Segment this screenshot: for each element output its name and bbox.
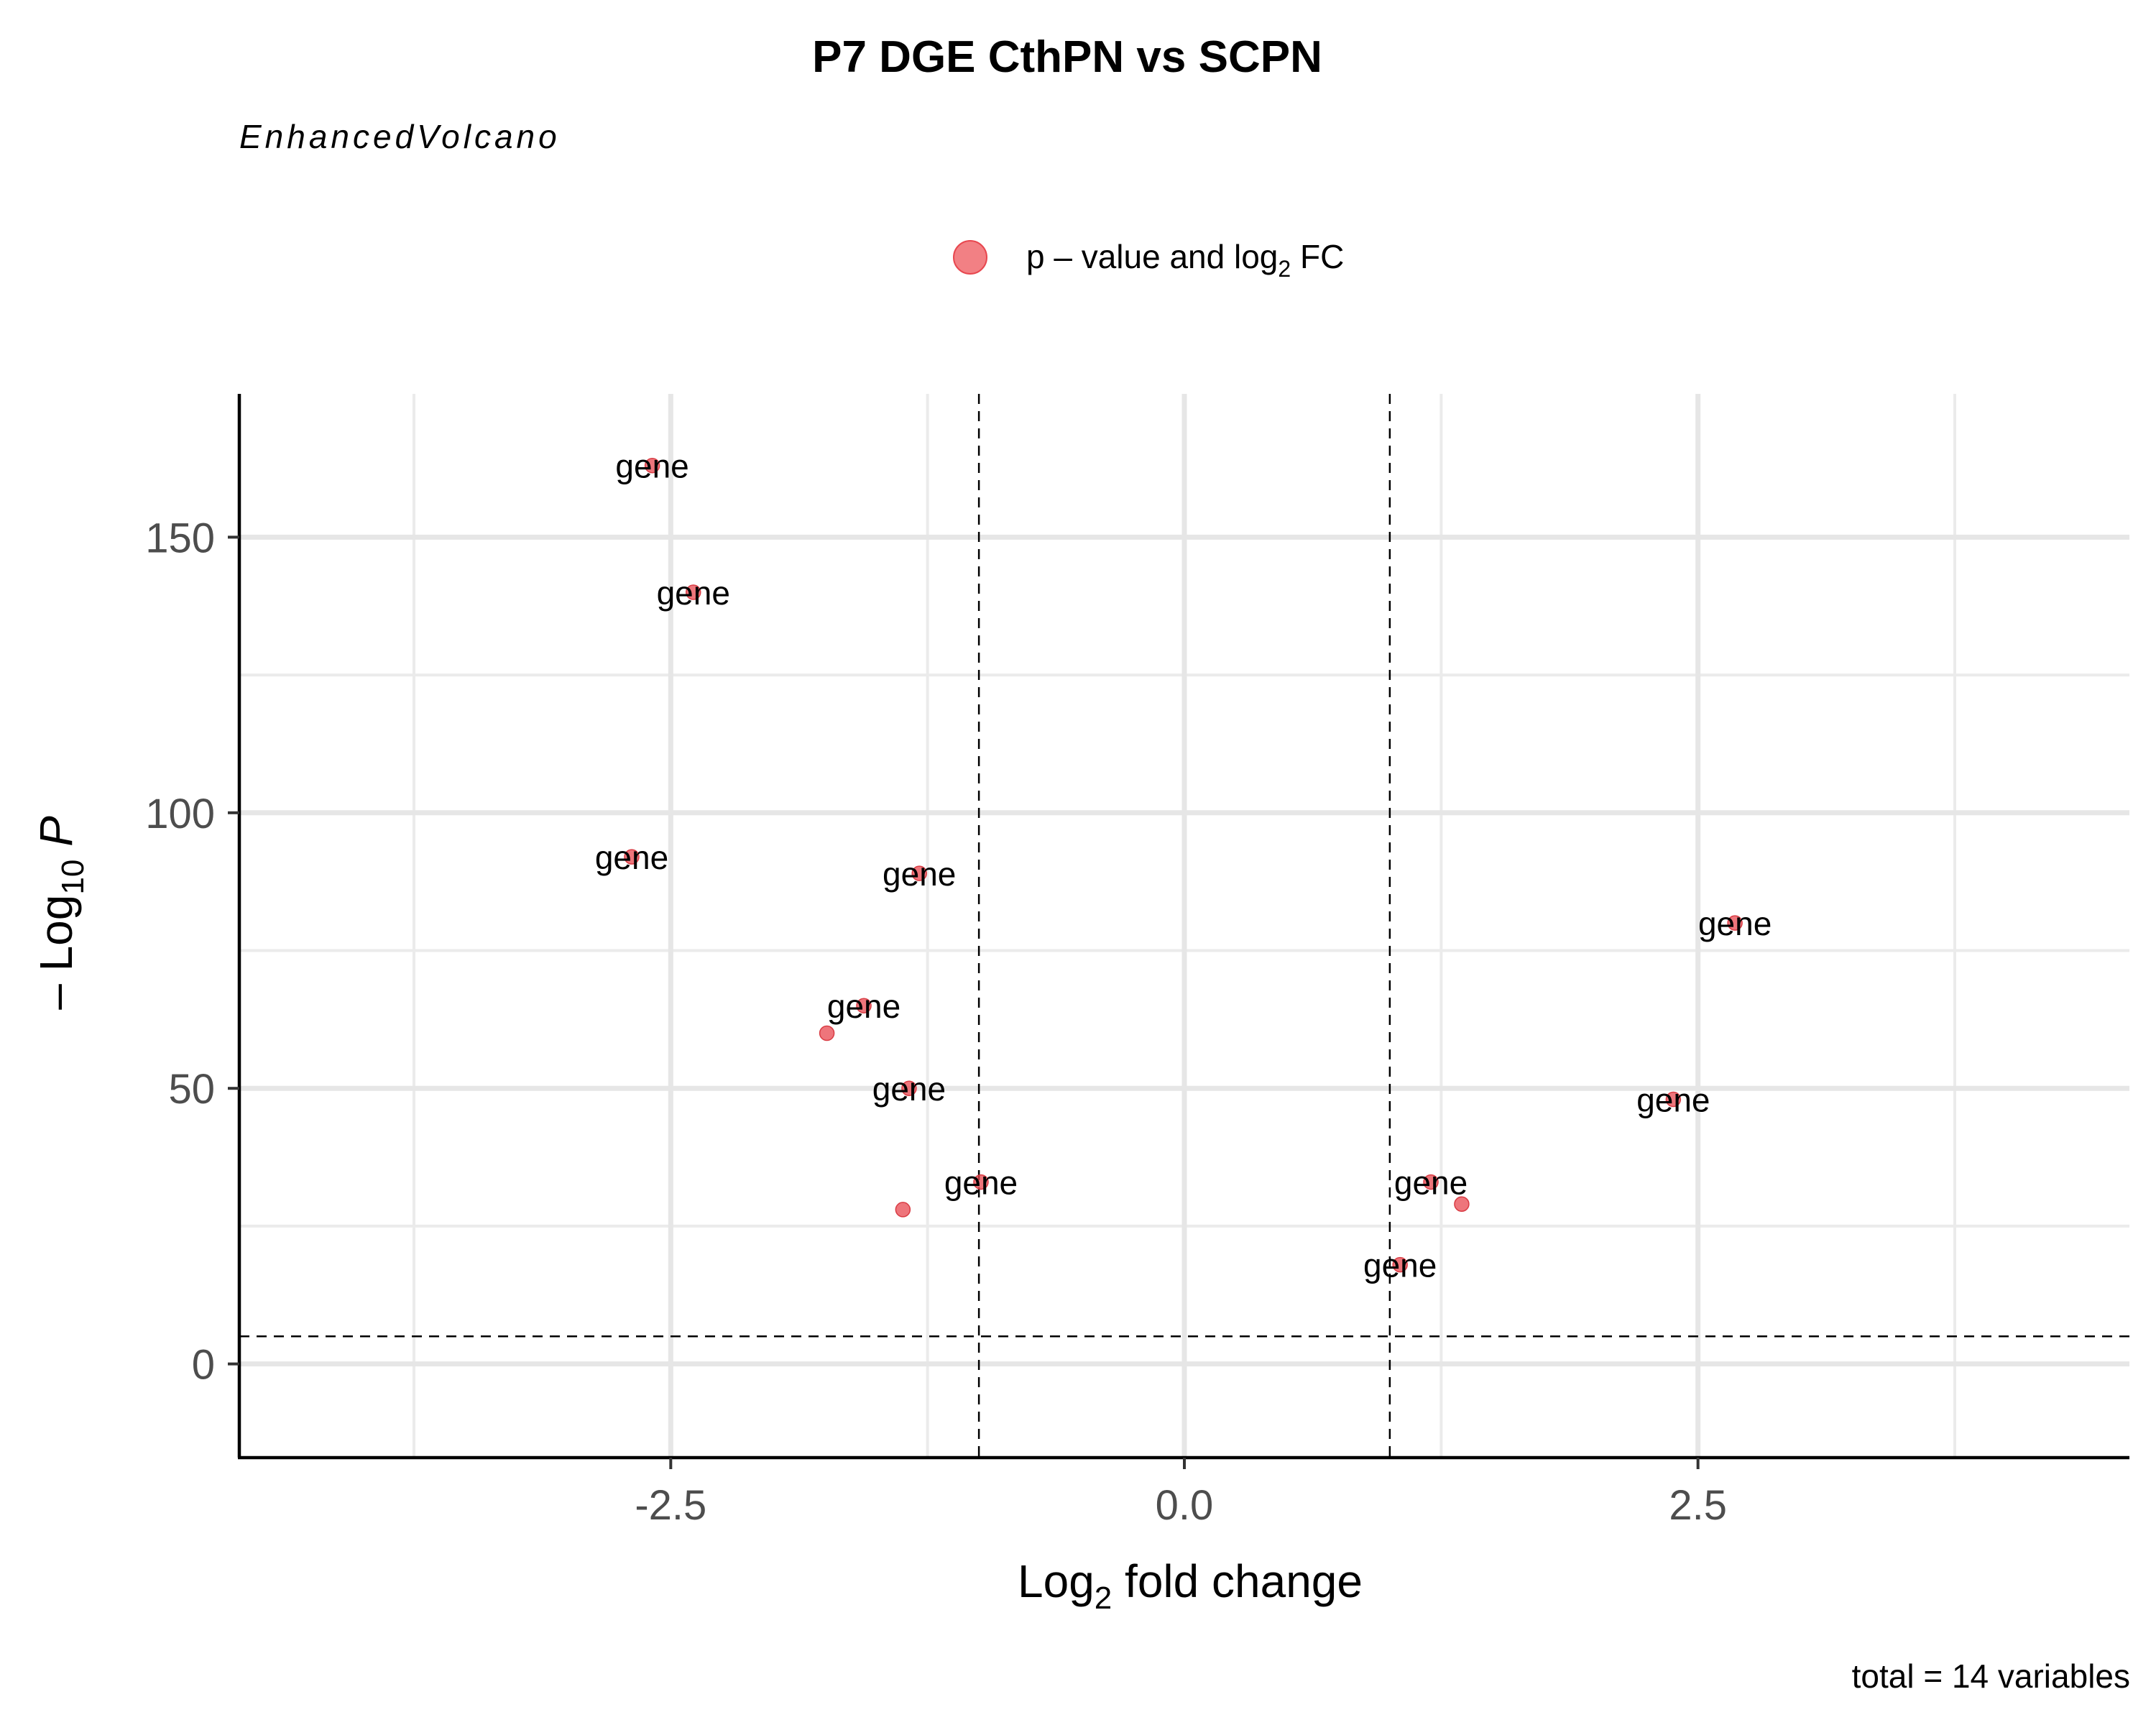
y-axis-title-sub: 10 — [55, 860, 91, 895]
data-point — [624, 849, 640, 865]
data-point — [1727, 915, 1743, 931]
y-axis-title-suffix: P — [30, 816, 82, 860]
y-tick-label: 100 — [145, 791, 215, 837]
y-axis-title: – Log10 P — [30, 816, 91, 1010]
gene-label: gene — [1698, 905, 1772, 942]
legend-label-prefix: p – value and log — [1026, 238, 1278, 275]
caption: total = 14 variables — [1852, 1657, 2130, 1695]
gene-label: gene — [872, 1070, 946, 1108]
data-point — [856, 998, 872, 1013]
gene-label: gene — [1636, 1082, 1710, 1119]
legend-key — [953, 240, 987, 275]
y-tick-label: 0 — [192, 1342, 215, 1389]
point-labels: gene gene gene gene gene gene gene gene gene gene… — [595, 448, 1772, 1284]
data-point — [1665, 1091, 1682, 1108]
x-axis-title-prefix: Log — [1018, 1555, 1095, 1607]
gene-label: gene — [1394, 1164, 1468, 1202]
gene-label: gene — [1363, 1247, 1437, 1284]
legend-label: p – value and log2 FC — [1026, 238, 1344, 282]
x-axis-title: Log2 fold change — [1018, 1555, 1363, 1616]
data-point — [895, 1202, 911, 1218]
data-point — [973, 1174, 989, 1190]
y-axis-title-prefix: – Log — [30, 895, 82, 1010]
legend: p – value and log2 FC — [953, 238, 1344, 282]
gene-label: gene — [657, 574, 730, 612]
y-tick-label: 150 — [145, 515, 215, 561]
data-point — [1392, 1256, 1408, 1273]
chart-title: P7 DGE CthPN vs SCPN — [812, 32, 1322, 82]
chart-subtitle: EnhancedVolcano — [239, 118, 561, 155]
gene-label: gene — [883, 855, 956, 893]
x-axis-title-sub: 2 — [1095, 1581, 1112, 1616]
tick-labels: -2.5 0.0 2.5 0 50 100 150 — [145, 515, 1727, 1529]
x-tick-label: 2.5 — [1669, 1482, 1727, 1529]
cutoff-lines — [239, 394, 2129, 1458]
gene-label: gene — [615, 448, 688, 485]
grid — [239, 394, 2129, 1458]
data-point — [644, 457, 660, 474]
data-point — [901, 1080, 917, 1096]
data-point — [1423, 1174, 1439, 1190]
data-point — [819, 1025, 835, 1041]
data-point — [1454, 1196, 1470, 1213]
data-points — [624, 457, 1743, 1273]
gene-label: gene — [595, 839, 668, 876]
gene-label: gene — [827, 988, 900, 1025]
x-axis-title-suffix: fold change — [1112, 1555, 1363, 1607]
y-tick-label: 50 — [168, 1066, 215, 1113]
x-tick-label: -2.5 — [635, 1482, 706, 1529]
x-tick-label: 0.0 — [1156, 1482, 1214, 1529]
legend-label-sub: 2 — [1278, 256, 1291, 282]
data-point — [911, 865, 927, 881]
gene-label: gene — [944, 1164, 1018, 1202]
data-point — [686, 584, 701, 600]
legend-label-suffix: FC — [1291, 238, 1344, 275]
